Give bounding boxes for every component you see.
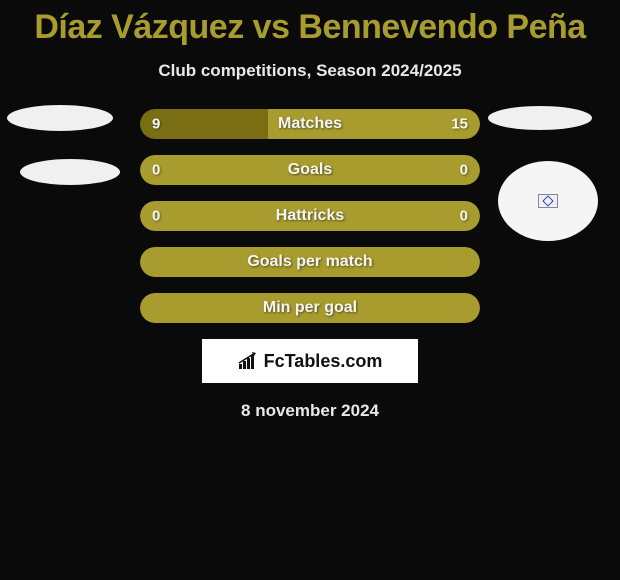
bar-left-value: 0 bbox=[152, 162, 160, 179]
bar-right-value: 0 bbox=[460, 208, 468, 225]
bar-row: Goals 0 0 bbox=[140, 155, 480, 185]
player-badge bbox=[498, 161, 598, 241]
flag-icon bbox=[538, 194, 558, 208]
bar-row: Matches 9 15 bbox=[140, 109, 480, 139]
page-title: Díaz Vázquez vs Bennevendo Peña bbox=[0, 0, 620, 47]
attribution-logo: FcTables.com bbox=[202, 339, 418, 383]
decor-ellipse bbox=[20, 159, 120, 185]
logo-text: FcTables.com bbox=[264, 351, 383, 372]
date-line: 8 november 2024 bbox=[0, 401, 620, 421]
bar-label: Hattricks bbox=[276, 207, 344, 225]
bar-left-value: 9 bbox=[152, 116, 160, 133]
bar-right-value: 15 bbox=[451, 116, 468, 133]
bar-row: Hattricks 0 0 bbox=[140, 201, 480, 231]
bar-left-value: 0 bbox=[152, 208, 160, 225]
bar-label: Goals bbox=[288, 161, 332, 179]
bar-row: Min per goal bbox=[140, 293, 480, 323]
bars-container: Matches 9 15 Goals 0 0 Hattricks 0 0 Goals per ma… bbox=[140, 109, 480, 323]
comparison-chart: Matches 9 15 Goals 0 0 Hattricks 0 0 Goals per ma… bbox=[0, 109, 620, 323]
bar-right-value: 0 bbox=[460, 162, 468, 179]
bar-label: Goals per match bbox=[247, 253, 372, 271]
bar-row: Goals per match bbox=[140, 247, 480, 277]
decor-ellipse bbox=[488, 106, 592, 130]
decor-ellipse bbox=[7, 105, 113, 131]
bar-label: Matches bbox=[278, 115, 342, 133]
bar-chart-icon bbox=[238, 352, 260, 370]
bar-label: Min per goal bbox=[263, 299, 357, 317]
subtitle: Club competitions, Season 2024/2025 bbox=[0, 61, 620, 81]
